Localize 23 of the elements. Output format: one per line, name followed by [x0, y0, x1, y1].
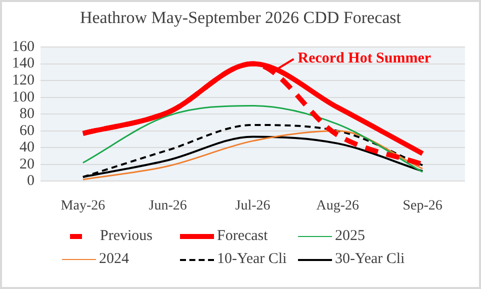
y-tick-label: 100: [12, 89, 34, 106]
y-tick-label: 60: [20, 122, 34, 139]
y-tick-label: 80: [20, 106, 34, 122]
x-tick-label: Sep-26: [402, 198, 442, 214]
chart-title: Heathrow May-September 2026 CDD Forecast: [78, 8, 402, 28]
y-tick-label: 20: [20, 156, 34, 172]
x-tick-label: May-26: [60, 198, 106, 214]
x-tick-label: Jul-26: [235, 198, 270, 214]
legend-label: 2024: [99, 251, 129, 268]
legend-label: 2025: [335, 228, 365, 245]
legend-label: 10-Year Cli: [217, 251, 287, 268]
y-tick-label: 160: [12, 38, 34, 55]
y-tick-label: 0: [27, 173, 34, 190]
y-tick-label: 120: [12, 72, 34, 88]
x-tick-label: Jun-26: [148, 198, 187, 214]
line-series: [82, 104, 424, 173]
x-tick-label: Aug-26: [316, 198, 360, 214]
legend-label: Previous: [100, 228, 152, 245]
y-tick-label: 140: [12, 56, 34, 72]
y-tick-label: 40: [20, 140, 34, 156]
legend-label: Forecast: [217, 228, 268, 245]
legend-label: 30-Year Cli: [335, 251, 405, 268]
annotation: Record Hot Summer: [298, 50, 432, 66]
